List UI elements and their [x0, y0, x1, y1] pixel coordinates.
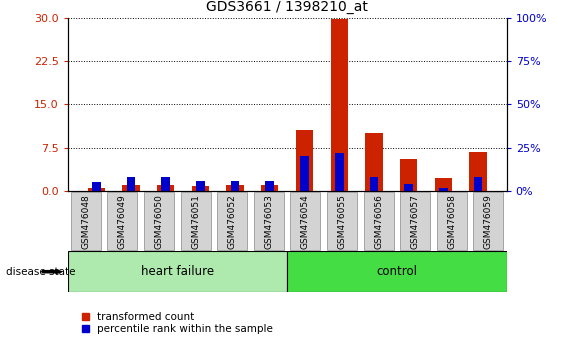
Bar	[144, 192, 174, 250]
Bar	[473, 177, 482, 191]
Bar	[296, 131, 313, 191]
Bar	[265, 181, 274, 191]
Text: GSM476052: GSM476052	[228, 194, 236, 249]
Text: disease state: disease state	[6, 267, 75, 277]
Bar	[231, 181, 239, 191]
Bar	[217, 192, 247, 250]
Bar	[122, 185, 140, 191]
Text: GSM476049: GSM476049	[118, 194, 127, 249]
Bar	[335, 153, 343, 191]
Bar	[287, 251, 507, 292]
Bar	[327, 192, 357, 250]
Bar	[330, 19, 348, 191]
Text: heart failure: heart failure	[141, 265, 214, 278]
Bar	[181, 192, 211, 250]
Bar	[68, 251, 287, 292]
Text: GSM476048: GSM476048	[82, 194, 90, 249]
Bar	[161, 177, 170, 191]
Bar	[369, 177, 378, 191]
Bar	[254, 192, 284, 250]
Text: GSM476054: GSM476054	[301, 194, 310, 249]
Bar	[400, 159, 417, 191]
Bar	[473, 192, 503, 250]
Text: GSM476055: GSM476055	[338, 194, 346, 249]
Bar	[404, 184, 413, 191]
Bar	[300, 156, 309, 191]
Bar	[291, 192, 320, 250]
Text: GSM476053: GSM476053	[265, 194, 273, 249]
Text: control: control	[377, 265, 417, 278]
Bar	[437, 192, 467, 250]
Bar	[196, 181, 205, 191]
Bar	[365, 133, 383, 191]
Bar	[470, 152, 487, 191]
Bar	[439, 188, 448, 191]
Bar	[191, 186, 209, 191]
Bar	[127, 177, 135, 191]
Bar	[435, 178, 452, 191]
Bar	[226, 185, 244, 191]
Bar	[108, 192, 137, 250]
Bar	[261, 185, 279, 191]
Text: GSM476050: GSM476050	[155, 194, 163, 249]
Text: GSM476058: GSM476058	[448, 194, 456, 249]
Legend: transformed count, percentile rank within the sample: transformed count, percentile rank withi…	[82, 312, 273, 334]
Text: GSM476051: GSM476051	[191, 194, 200, 249]
Bar	[71, 192, 101, 250]
Text: GSM476056: GSM476056	[374, 194, 383, 249]
Bar	[400, 192, 430, 250]
Bar	[87, 188, 105, 191]
Text: GSM476059: GSM476059	[484, 194, 493, 249]
Text: GSM476057: GSM476057	[411, 194, 419, 249]
Bar	[364, 192, 394, 250]
Bar	[157, 185, 175, 191]
Bar	[92, 183, 101, 191]
Title: GDS3661 / 1398210_at: GDS3661 / 1398210_at	[206, 0, 368, 14]
